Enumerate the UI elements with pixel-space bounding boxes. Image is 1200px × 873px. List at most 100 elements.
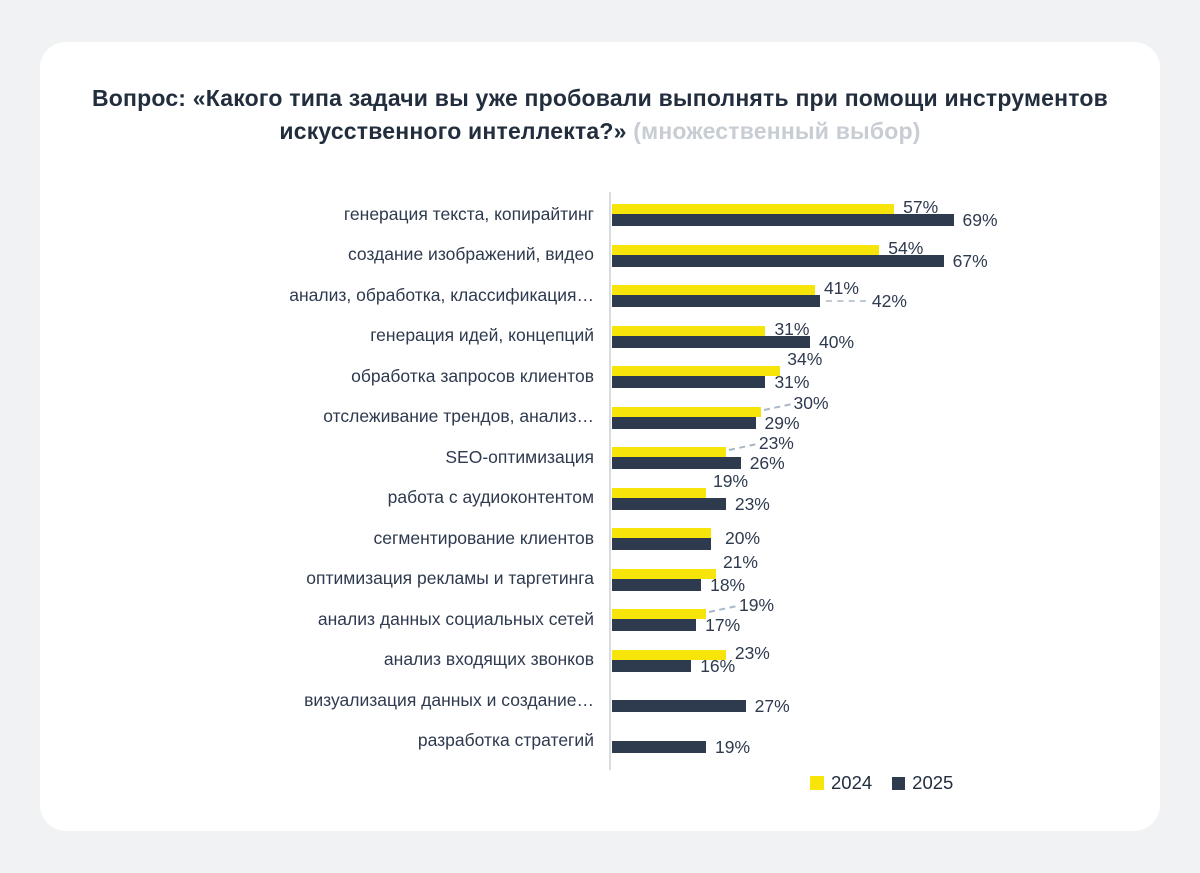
- question-text: Вопрос: «Какого типа задачи вы уже пробо…: [91, 85, 1109, 145]
- bar-2025: [612, 335, 810, 348]
- category-label: отслеживание трендов, анализ…: [323, 406, 594, 427]
- bar-2025: [612, 619, 697, 631]
- bar-2024: [612, 609, 707, 619]
- chart-row: визуализация данных и создание… 27%: [60, 680, 1145, 721]
- bar-2024: [612, 487, 707, 498]
- bar-2025: [612, 578, 702, 591]
- bar-group: 20%: [612, 518, 1145, 559]
- legend-item-2025: 2025: [892, 772, 953, 794]
- bar-2025: [612, 740, 707, 753]
- chart-row: анализ, обработка, классификация… 41% 42%: [60, 275, 1145, 316]
- bar-2025: [612, 254, 944, 267]
- value-label-2025: 18%: [710, 574, 746, 595]
- value-label-2024: 57%: [903, 197, 939, 217]
- value-label-2024: 23%: [734, 642, 770, 663]
- category-label: генерация текста, копирайтинг: [343, 203, 594, 224]
- value-label-2024: 19%: [713, 470, 749, 491]
- value-label-2025: 29%: [764, 412, 800, 433]
- value-label-2025: 40%: [819, 331, 855, 352]
- bar-2024: [612, 447, 726, 457]
- leader-line-2024: [728, 443, 756, 451]
- category-label: создание изображений, видео: [347, 244, 594, 265]
- legend-label-2024: 2024: [831, 772, 873, 793]
- chart-row: анализ данных социальных сетей 19% 17%: [60, 595, 1145, 640]
- legend-item-2024: 2024: [810, 772, 872, 794]
- leader-line-2024: [763, 402, 791, 411]
- value-label-2024: 31%: [774, 318, 810, 339]
- bar-2025: [612, 497, 726, 510]
- bar-group: 30% 29%: [612, 393, 1145, 438]
- chart-card: Вопрос: «Какого типа задачи вы уже пробо…: [40, 42, 1160, 831]
- chart-row: создание изображений, видео 54% 67%: [60, 235, 1145, 276]
- bar-2024: [612, 649, 726, 660]
- bar-2024: [612, 285, 815, 295]
- page-title: Вопрос: «Какого типа задачи вы уже пробо…: [70, 82, 1130, 149]
- bar-2024: [612, 244, 880, 255]
- value-label-2024: 21%: [722, 551, 758, 572]
- category-label: визуализация данных и создание…: [304, 689, 594, 710]
- chart-row: разработка стратегий 19%: [60, 721, 1145, 762]
- value-label-2024: 34%: [787, 349, 823, 369]
- value-label-2024: 54%: [888, 237, 924, 258]
- chart-row: анализ входящих звонков 23% 16%: [60, 640, 1145, 681]
- bar-group: 19% 23%: [612, 471, 1145, 519]
- category-label: генерация идей, концепций: [370, 325, 594, 346]
- value-label-2025: 67%: [952, 250, 988, 271]
- bar-2025: [612, 376, 766, 388]
- chart-row: обработка запросов клиентов 34% 31%: [60, 349, 1145, 397]
- chart-row: отслеживание трендов, анализ… 30% 29%: [60, 393, 1145, 438]
- bar-group: 19% 17%: [612, 595, 1145, 640]
- leader-line-2024: [708, 605, 736, 613]
- value-label-2025: 17%: [705, 615, 741, 635]
- bar-group: 41% 42%: [612, 275, 1145, 316]
- bar-2024: [612, 568, 716, 579]
- chart-row: SEO-оптимизация 23% 26%: [60, 433, 1145, 478]
- category-label: анализ входящих звонков: [383, 649, 594, 670]
- bar-2024: [612, 204, 895, 214]
- value-label-2024: 41%: [823, 278, 859, 298]
- bar-group: 23% 26%: [612, 433, 1145, 478]
- legend-swatch-2024: [810, 776, 824, 790]
- chart-row: оптимизация рекламы и таргетинга 21% 18%: [60, 552, 1145, 600]
- bar-chart: генерация текста, копирайтинг 57% 69% созда…: [60, 192, 1145, 770]
- bar-group: 19%: [612, 721, 1145, 762]
- category-label: работа с аудиоконтентом: [387, 487, 594, 508]
- value-label-2025: 69%: [962, 210, 998, 230]
- value-label-2024: 23%: [758, 433, 794, 453]
- bar-group: 23% 16%: [612, 640, 1145, 681]
- chart-row: генерация идей, концепций 31% 40%: [60, 316, 1145, 357]
- bar-group: 54% 67%: [612, 235, 1145, 276]
- value-label-shared: 20%: [725, 528, 761, 548]
- legend-label-2025: 2025: [912, 772, 954, 793]
- value-label-2024: 19%: [739, 595, 775, 615]
- legend-swatch-2025: [892, 776, 906, 790]
- value-label-2024: 30%: [793, 392, 829, 413]
- value-label-2025: 23%: [734, 493, 770, 514]
- bar-group: 57% 69%: [612, 194, 1145, 235]
- value-label-2025: 19%: [715, 736, 751, 757]
- value-label-2025: 27%: [754, 696, 790, 716]
- value-label-2025: 42%: [871, 291, 907, 311]
- bar-2025: [612, 538, 711, 550]
- category-label: сегментирование клиентов: [373, 527, 594, 548]
- category-label: оптимизация рекламы и таргетинга: [306, 568, 594, 589]
- multiple-choice-note: (множественный выбор): [633, 118, 921, 145]
- value-label-2025: 26%: [749, 453, 785, 473]
- value-label-2025: 16%: [700, 655, 736, 676]
- category-label: разработка стратегий: [417, 730, 594, 751]
- category-label: анализ, обработка, классификация…: [289, 284, 594, 305]
- bar-2024: [612, 366, 781, 376]
- legend: 2024 2025: [810, 772, 953, 794]
- bar-2025: [612, 457, 741, 469]
- bar-2025: [612, 700, 746, 712]
- bar-group: 21% 18%: [612, 552, 1145, 600]
- bar-2025: [612, 659, 692, 672]
- category-label: SEO-оптимизация: [445, 446, 594, 467]
- bar-2025: [612, 295, 820, 307]
- chart-row: работа с аудиоконтентом 19% 23%: [60, 471, 1145, 519]
- bar-group: 34% 31%: [612, 349, 1145, 397]
- chart-row: сегментирование клиентов 20%: [60, 518, 1145, 559]
- chart-row: генерация текста, копирайтинг 57% 69%: [60, 194, 1145, 235]
- category-label: обработка запросов клиентов: [351, 365, 594, 386]
- leader-line-2025: [825, 300, 866, 302]
